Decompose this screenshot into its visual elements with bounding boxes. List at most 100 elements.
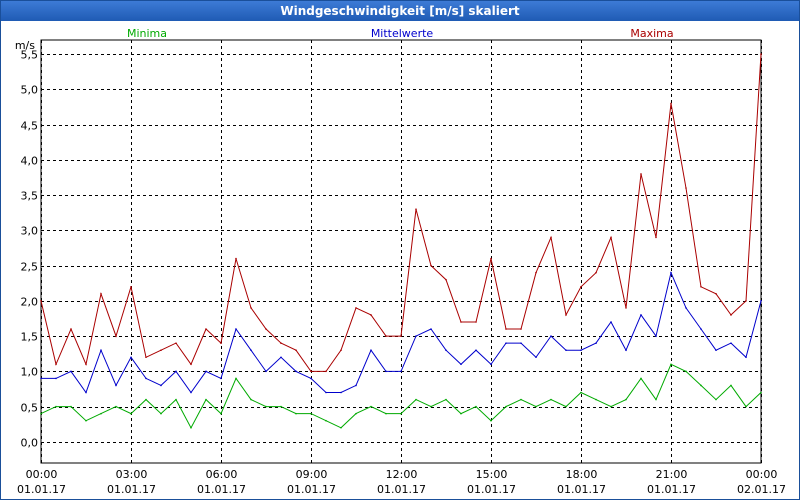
- data-point-minima: [550, 398, 552, 401]
- y-tick-label: 3,5: [21, 190, 39, 203]
- data-point-mittelwerte: [520, 342, 522, 344]
- data-point-maxima: [40, 300, 42, 302]
- data-point-mittelwerte: [220, 377, 222, 380]
- data-point-mittelwerte: [670, 271, 672, 274]
- data-point-minima: [415, 398, 417, 401]
- data-point-minima: [40, 412, 42, 415]
- y-tick-label: 1,5: [21, 331, 39, 344]
- data-point-maxima: [550, 236, 552, 239]
- y-tick-label: 2,5: [21, 261, 39, 274]
- data-point-maxima: [370, 314, 372, 316]
- data-point-maxima: [730, 314, 732, 316]
- data-point-mittelwerte: [715, 349, 717, 352]
- data-point-maxima: [415, 208, 417, 210]
- y-tick-label: 0,5: [21, 402, 39, 415]
- data-point-mittelwerte: [100, 349, 102, 352]
- data-point-minima: [460, 412, 462, 415]
- wind-speed-chart: 0,0 0,5 1,0 1,5 2,0 2,5 3,0 3,5 4,0 4,5 5,0 5,5 00:0…: [15, 27, 786, 496]
- data-point-minima: [625, 398, 627, 401]
- data-point-mittelwerte: [475, 349, 477, 352]
- data-point-mittelwerte: [70, 370, 72, 373]
- data-point-mittelwerte: [445, 349, 447, 352]
- data-point-mittelwerte: [730, 342, 732, 344]
- data-point-minima: [85, 419, 87, 422]
- data-point-maxima: [685, 187, 687, 189]
- data-point-maxima: [145, 356, 147, 359]
- x-tick-date: 01.01.17: [287, 483, 336, 496]
- x-tick-time: 00:00: [746, 468, 778, 481]
- data-point-mittelwerte: [85, 391, 87, 394]
- data-point-maxima: [490, 257, 492, 260]
- data-point-maxima: [535, 271, 537, 274]
- data-point-minima: [700, 384, 702, 387]
- data-point-minima: [70, 405, 72, 408]
- data-point-maxima: [625, 307, 627, 309]
- data-point-mittelwerte: [460, 363, 462, 366]
- x-tick-time: 00:00: [26, 468, 58, 481]
- data-point-minima: [730, 384, 732, 387]
- data-point-maxima: [445, 278, 447, 281]
- data-point-minima: [310, 412, 312, 415]
- data-point-maxima: [655, 236, 657, 239]
- data-point-mittelwerte: [235, 328, 237, 330]
- x-tick-time: 15:00: [476, 468, 508, 481]
- data-point-mittelwerte: [640, 314, 642, 316]
- x-tick-date: 01.01.17: [557, 483, 606, 496]
- data-point-maxima: [205, 328, 207, 330]
- data-point-minima: [565, 405, 567, 408]
- legend-mittelwerte: Mittelwerte: [371, 27, 434, 40]
- data-point-maxima: [340, 349, 342, 352]
- data-point-maxima: [505, 328, 507, 330]
- x-tick-time: 12:00: [386, 468, 418, 481]
- data-point-minima: [55, 405, 57, 408]
- x-tick-date: 01.01.17: [107, 483, 156, 496]
- data-point-mittelwerte: [340, 391, 342, 394]
- data-point-maxima: [115, 335, 117, 337]
- data-point-minima: [190, 426, 192, 429]
- x-tick-date: 01.01.17: [197, 483, 246, 496]
- data-point-minima: [145, 398, 147, 401]
- data-point-minima: [160, 412, 162, 415]
- y-tick-label: 5,5: [21, 49, 39, 62]
- data-point-mittelwerte: [700, 328, 702, 330]
- data-point-minima: [220, 412, 222, 415]
- data-point-mittelwerte: [130, 356, 132, 359]
- data-point-minima: [595, 398, 597, 401]
- data-point-mittelwerte: [685, 307, 687, 309]
- y-tick-label: 3,0: [21, 225, 39, 238]
- data-point-minima: [475, 405, 477, 408]
- data-point-maxima: [475, 321, 477, 323]
- data-point-maxima: [760, 53, 762, 55]
- data-point-minima: [400, 412, 402, 415]
- data-point-maxima: [700, 285, 702, 288]
- x-tick-time: 21:00: [656, 468, 688, 481]
- data-point-maxima: [160, 349, 162, 352]
- data-point-maxima: [250, 307, 252, 309]
- data-point-maxima: [85, 363, 87, 366]
- data-point-minima: [295, 412, 297, 415]
- data-point-mittelwerte: [295, 370, 297, 373]
- y-tick-label: 1,0: [21, 366, 39, 379]
- data-point-minima: [325, 419, 327, 422]
- data-point-maxima: [280, 342, 282, 344]
- data-point-maxima: [715, 293, 717, 295]
- data-point-mittelwerte: [655, 335, 657, 337]
- data-point-minima: [580, 391, 582, 394]
- data-point-minima: [130, 412, 132, 415]
- y-tick-label: 4,5: [21, 120, 39, 133]
- legend-minima: Minima: [127, 27, 167, 40]
- data-point-maxima: [520, 328, 522, 330]
- data-point-mittelwerte: [595, 342, 597, 344]
- data-point-mittelwerte: [115, 384, 117, 387]
- data-point-minima: [355, 412, 357, 415]
- data-point-mittelwerte: [355, 384, 357, 387]
- data-point-minima: [745, 405, 747, 408]
- data-point-maxima: [220, 342, 222, 344]
- data-point-maxima: [355, 307, 357, 309]
- data-point-mittelwerte: [55, 377, 57, 380]
- data-point-maxima: [610, 236, 612, 239]
- data-point-minima: [235, 377, 237, 380]
- data-point-maxima: [430, 264, 432, 267]
- data-point-mittelwerte: [205, 370, 207, 373]
